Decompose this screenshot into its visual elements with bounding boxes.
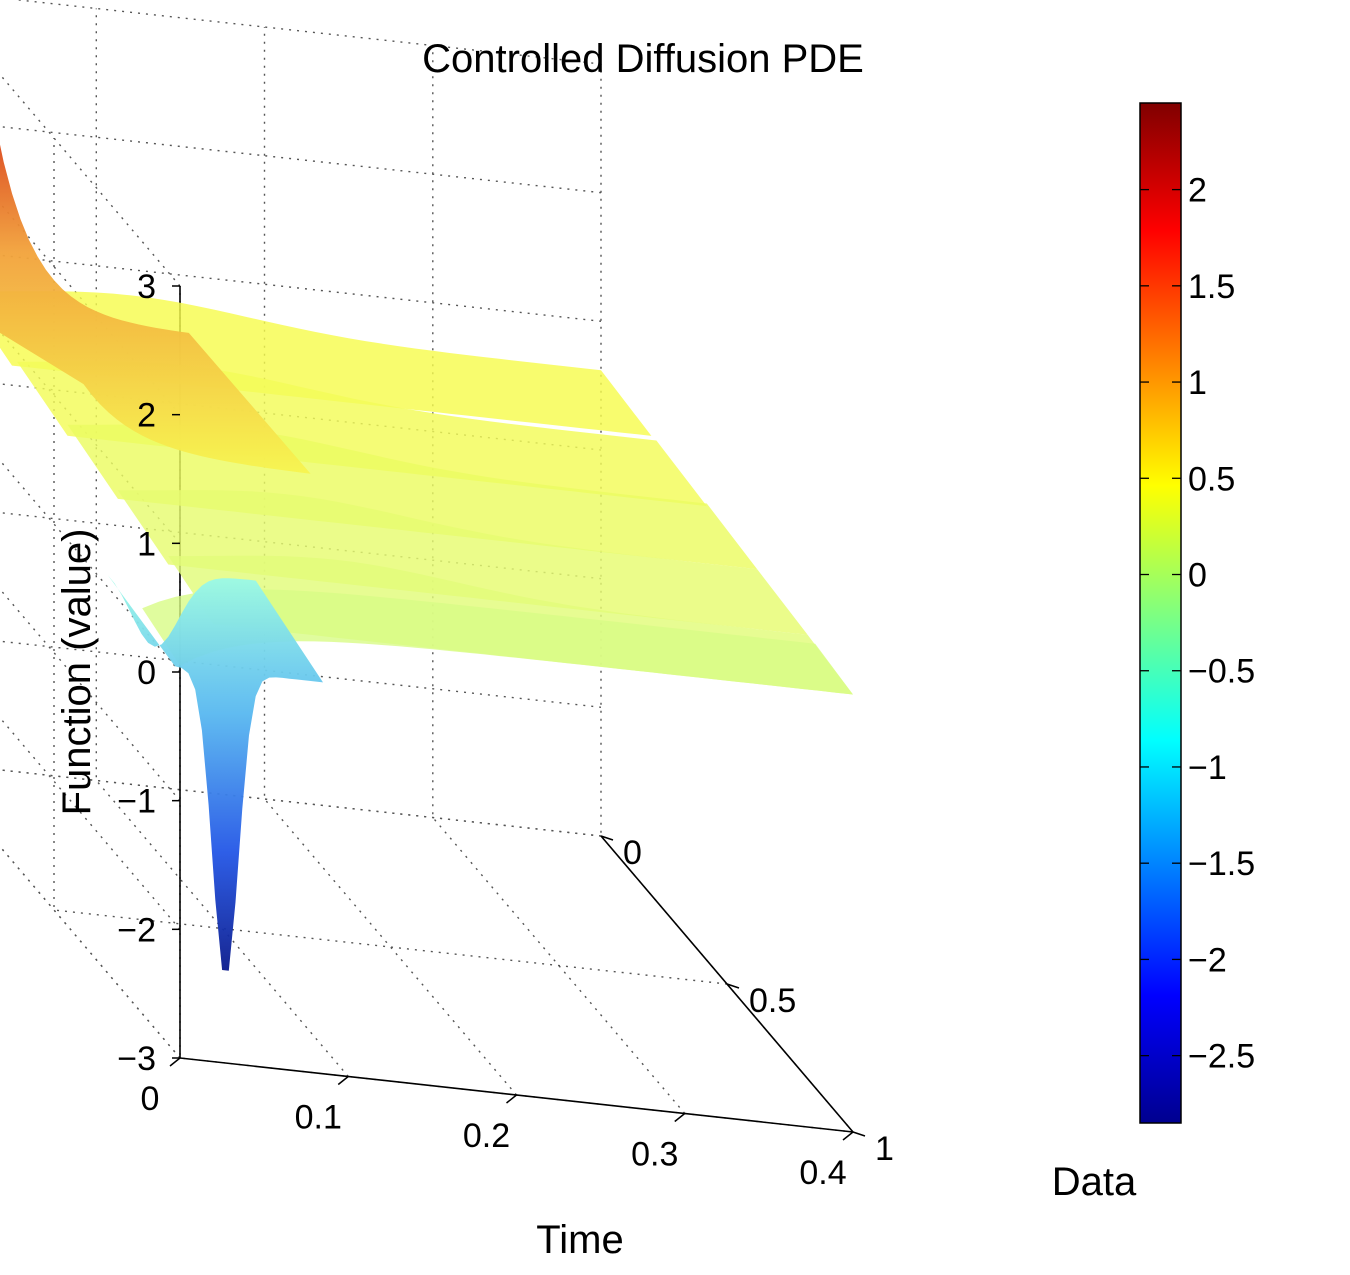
z-tick-label-1: 2 (137, 397, 156, 435)
surface-peak-max (0, 144, 311, 474)
y-axis-label: Data (1052, 1160, 1137, 1204)
x-tick-2 (506, 1094, 517, 1104)
x-tick-4 (842, 1131, 854, 1141)
surface (0, 144, 854, 971)
grid-line-x-2 (263, 27, 518, 1096)
chart-title: Controlled Diffusion PDE (422, 37, 864, 81)
surface-peak-min (107, 575, 323, 971)
colorbar: 2 1.5 1 0.5 0 −0.5 −1 −1.5 −2 −2.5 (1139, 102, 1255, 1124)
y-tick-label-0: 0 (623, 834, 642, 872)
y-tick-0 (600, 835, 614, 841)
z-tick-label-4: −1 (117, 783, 156, 821)
x-axis-label: Time (536, 1218, 623, 1262)
colorbar-tick-label-0: 2 (1188, 172, 1207, 210)
x-tick-0 (169, 1057, 181, 1067)
colorbar-tick-label-6: −1 (1188, 749, 1227, 787)
surface-front-sheet (142, 589, 853, 695)
y-tick-2 (852, 1131, 866, 1137)
z-tick-label-5: −2 (117, 911, 156, 949)
surface-ridge-3 (117, 490, 808, 635)
grid-line-y-0 (0, 769, 602, 837)
x-tick-label-1: 0.1 (295, 1099, 342, 1137)
z-tick-label-0: 3 (137, 268, 156, 306)
x-tick-3 (674, 1112, 686, 1123)
colorbar-tick-label-2: 1 (1188, 364, 1207, 402)
colorbar-tick-label-7: −1.5 (1188, 845, 1255, 883)
colorbar-tick-label-8: −2 (1188, 941, 1227, 979)
x-tick-1 (337, 1075, 349, 1086)
colorbar-gradient (1139, 102, 1182, 1124)
z-tick-label-2: 1 (137, 525, 156, 563)
x-tick-label-0: 0 (141, 1080, 160, 1118)
z-axis-label: Function (value) (55, 529, 99, 816)
surface-ridge-0 (0, 291, 652, 436)
z-tick-label-3: 0 (137, 654, 156, 692)
y-tick-1 (726, 983, 740, 989)
grid-line-z-1 (0, 640, 602, 930)
x-tick-label-3: 0.3 (631, 1136, 678, 1174)
grid-line-x-0 (0, 845, 181, 1059)
x-tick-label-4: 0.4 (799, 1154, 846, 1192)
colorbar-tick-label-1: 1.5 (1188, 268, 1235, 306)
y-tick-label-2: 1 (875, 1130, 894, 1168)
colorbar-tick-label-5: −0.5 (1188, 653, 1255, 691)
grid-line-z-6 (0, 0, 602, 287)
grid-line-y-1 (53, 138, 728, 985)
colorbar-tick-label-4: 0 (1188, 557, 1207, 595)
grid-line-x-3 (432, 45, 686, 1114)
z-tick-label-6: −3 (117, 1040, 156, 1078)
x-tick-label-2: 0.2 (463, 1117, 510, 1155)
grid-line-x-1 (95, 8, 349, 1077)
colorbar-tick-label-3: 0.5 (1188, 460, 1235, 498)
y-tick-label-1: 0.5 (749, 982, 796, 1020)
colorbar-tick-label-9: −2.5 (1188, 1038, 1255, 1076)
